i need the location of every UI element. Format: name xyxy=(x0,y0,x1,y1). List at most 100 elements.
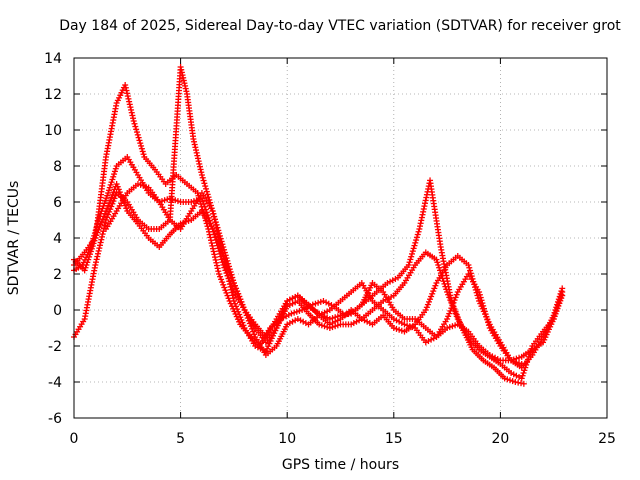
data-marker xyxy=(110,173,117,180)
y-axis-label: SDTVAR / TECUs xyxy=(6,180,22,296)
data-marker xyxy=(509,378,516,385)
data-marker xyxy=(199,174,206,181)
data-marker xyxy=(446,294,453,301)
data-marker xyxy=(209,245,216,252)
data-marker xyxy=(409,248,416,255)
data-marker xyxy=(236,293,243,300)
data-marker xyxy=(210,228,217,235)
data-marker xyxy=(92,259,99,266)
data-marker xyxy=(389,277,396,284)
data-marker xyxy=(215,227,222,234)
data-marker xyxy=(224,272,231,279)
data-marker xyxy=(98,218,105,225)
data-marker xyxy=(286,320,293,327)
data-marker xyxy=(212,219,219,226)
data-marker xyxy=(126,101,133,108)
data-marker xyxy=(293,308,300,315)
data-marker xyxy=(124,93,131,100)
data-marker xyxy=(161,197,168,204)
data-point xyxy=(465,262,472,268)
data-marker xyxy=(213,221,220,228)
data-marker xyxy=(135,134,142,141)
data-marker xyxy=(239,319,246,326)
data-marker xyxy=(217,273,224,280)
data-marker xyxy=(210,210,217,217)
data-marker xyxy=(446,324,453,331)
data-marker xyxy=(222,252,229,259)
data-marker xyxy=(108,179,115,186)
data-marker xyxy=(218,276,225,283)
data-marker xyxy=(134,131,141,138)
data-marker xyxy=(424,301,431,308)
data-point xyxy=(188,199,195,205)
data-marker xyxy=(520,370,527,376)
data-marker xyxy=(225,260,232,267)
data-point xyxy=(230,280,237,286)
data-point xyxy=(433,256,440,263)
data-marker xyxy=(329,315,336,322)
data-marker xyxy=(283,300,290,307)
data-marker xyxy=(193,149,200,156)
data-marker xyxy=(215,242,222,249)
data-marker xyxy=(212,256,219,263)
data-marker xyxy=(106,199,113,206)
data-marker xyxy=(478,297,485,304)
data-point xyxy=(518,375,525,382)
data-marker xyxy=(110,189,117,196)
data-marker xyxy=(522,364,529,371)
data-marker xyxy=(137,181,144,188)
data-point xyxy=(559,292,566,299)
data-marker xyxy=(235,308,242,315)
axis-ticks: 0 5 10 15 20 25 -6 -4 -2 0 2 4 6 8 10 12 14 xyxy=(44,51,616,447)
data-point xyxy=(444,289,451,295)
data-marker xyxy=(140,182,147,189)
data-marker xyxy=(481,305,487,312)
data-marker xyxy=(453,291,460,298)
data-marker xyxy=(438,272,445,279)
data-marker xyxy=(203,185,210,192)
data-marker xyxy=(526,351,533,358)
data-marker xyxy=(98,233,105,240)
data-marker xyxy=(482,311,489,318)
data-marker xyxy=(406,323,413,330)
data-marker xyxy=(196,160,203,167)
data-marker xyxy=(214,239,221,246)
data-marker xyxy=(238,298,245,305)
data-marker xyxy=(450,305,457,312)
data-marker xyxy=(237,314,244,321)
data-marker xyxy=(427,296,434,303)
data-marker xyxy=(318,311,325,318)
data-marker xyxy=(451,307,458,314)
data-point xyxy=(113,181,120,187)
data-marker xyxy=(212,234,219,241)
data-marker xyxy=(332,323,339,330)
data-marker xyxy=(329,324,336,331)
data-marker xyxy=(104,214,111,221)
data-marker xyxy=(213,236,220,243)
data-point xyxy=(390,325,397,331)
data-marker xyxy=(525,353,532,360)
data-marker xyxy=(117,191,124,198)
data-marker xyxy=(408,253,415,260)
data-marker xyxy=(423,304,430,311)
data-marker xyxy=(101,210,108,217)
data-marker xyxy=(413,234,420,241)
data-marker xyxy=(105,187,112,194)
data-marker xyxy=(104,205,111,212)
x-tick-label: 0 xyxy=(70,431,79,447)
data-marker xyxy=(108,203,115,210)
data-marker xyxy=(237,296,244,303)
data-marker xyxy=(200,200,207,207)
data-marker xyxy=(235,290,242,297)
data-marker xyxy=(437,270,444,277)
data-point xyxy=(92,235,99,241)
data-marker xyxy=(325,300,332,307)
data-point xyxy=(476,289,483,295)
data-marker xyxy=(528,345,535,352)
data-point xyxy=(520,380,527,387)
data-marker xyxy=(504,376,511,383)
data-marker xyxy=(82,264,89,271)
data-marker xyxy=(226,278,233,285)
data-marker xyxy=(251,331,258,338)
data-marker xyxy=(142,183,149,190)
